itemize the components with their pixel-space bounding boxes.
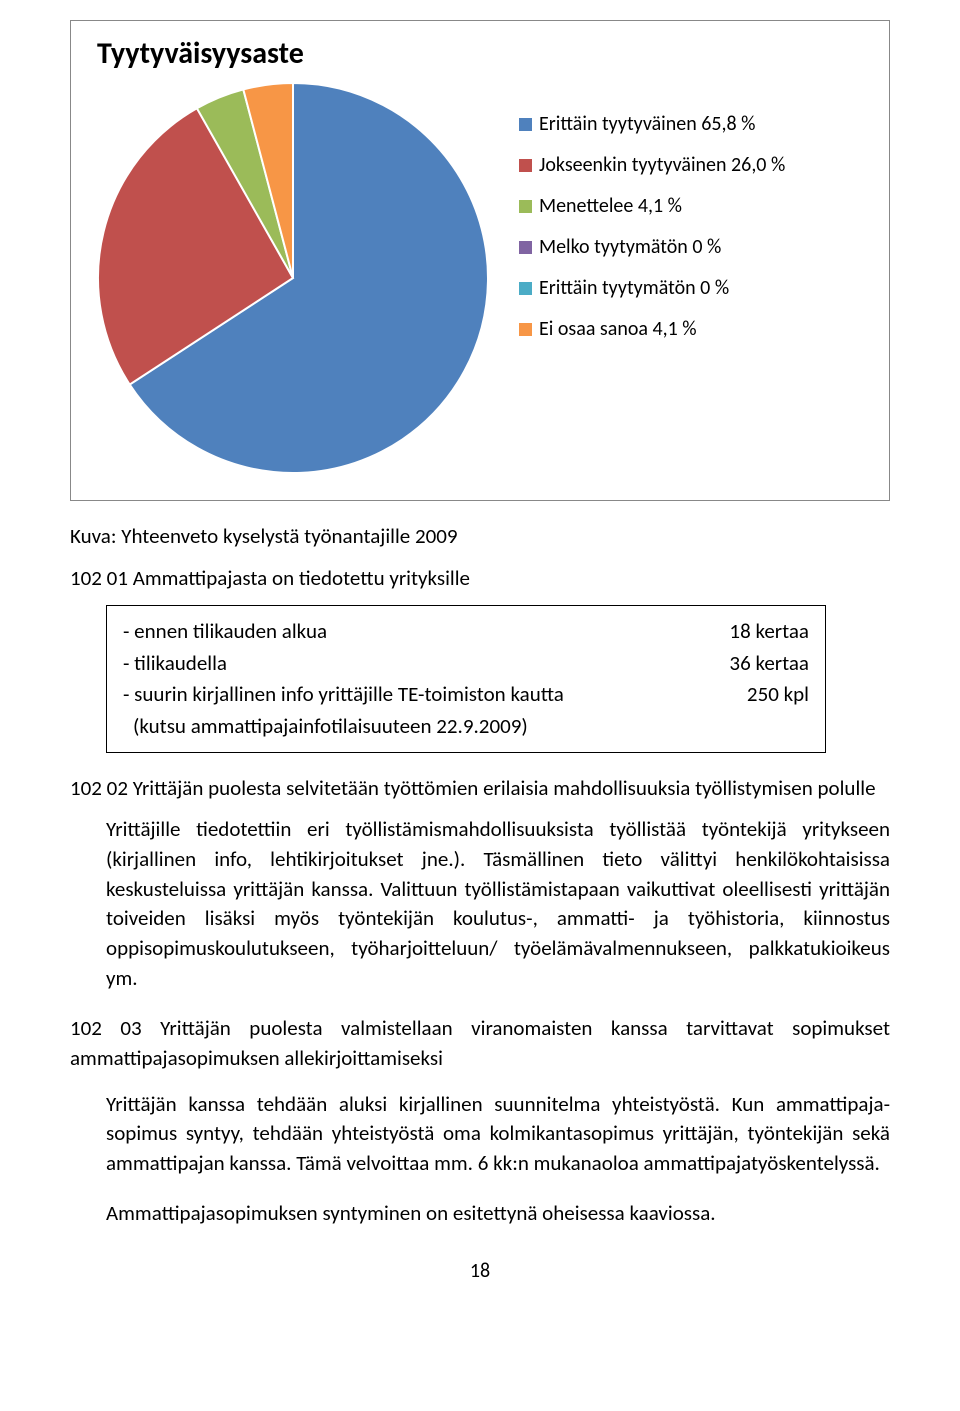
- info-row-right: 18 kertaa: [639, 616, 809, 648]
- legend-swatch: [519, 159, 532, 172]
- paragraph-102-03b: Ammattipajasopimuksen syntyminen on esit…: [106, 1199, 890, 1229]
- chart-legend: Erittäin tyytyväinen 65,8 %Jokseenkin ty…: [519, 104, 785, 350]
- legend-item: Ei osaa sanoa 4,1 %: [519, 309, 785, 350]
- legend-swatch: [519, 282, 532, 295]
- info-row-left: - tilikaudella: [123, 648, 639, 680]
- legend-item: Erittäin tyytymätön 0 %: [519, 268, 785, 309]
- info-table-note: (kutsu ammattipajainfotilaisuuteen 22.9.…: [133, 711, 809, 743]
- legend-label: Erittäin tyytymätön 0 %: [539, 268, 729, 309]
- info-table: - ennen tilikauden alkua18 kertaa- tilik…: [106, 605, 826, 753]
- info-row-right: 36 kertaa: [639, 648, 809, 680]
- info-row-left: - ennen tilikauden alkua: [123, 616, 639, 648]
- chart-container: Tyytyväisyysaste Erittäin tyytyväinen 65…: [70, 20, 890, 501]
- legend-item: Jokseenkin tyytyväinen 26,0 %: [519, 145, 785, 186]
- section-heading-102-03: 102 03 Yrittäjän puolesta valmistellaan …: [70, 1014, 890, 1074]
- paragraph-102-02: Yrittäjille tiedotettiin eri työllistämi…: [106, 815, 890, 994]
- legend-swatch: [519, 200, 532, 213]
- paragraph-102-03a: Yrittäjän kanssa tehdään aluksi kirjalli…: [106, 1090, 890, 1179]
- info-table-row: - suurin kirjallinen info yrittäjille TE…: [123, 679, 809, 711]
- info-table-row: - ennen tilikauden alkua18 kertaa: [123, 616, 809, 648]
- legend-label: Menettelee 4,1 %: [539, 186, 682, 227]
- chart-area: Erittäin tyytyväinen 65,8 %Jokseenkin ty…: [93, 78, 867, 478]
- legend-item: Melko tyytymätön 0 %: [519, 227, 785, 268]
- pie-chart: [93, 78, 493, 478]
- section-heading-102-01: 102 01 Ammattipajasta on tiedotettu yrit…: [70, 565, 890, 591]
- page-number: 18: [70, 1259, 890, 1283]
- info-row-left: - suurin kirjallinen info yrittäjille TE…: [123, 679, 639, 711]
- info-row-right: 250 kpl: [639, 679, 809, 711]
- legend-label: Erittäin tyytyväinen 65,8 %: [539, 104, 755, 145]
- figure-caption: Kuva: Yhteenveto kyselystä työnantajille…: [70, 523, 890, 549]
- info-table-row: - tilikaudella36 kertaa: [123, 648, 809, 680]
- section-heading-102-02: 102 02 Yrittäjän puolesta selvitetään ty…: [70, 775, 890, 801]
- chart-title: Tyytyväisyysaste: [97, 35, 867, 72]
- legend-swatch: [519, 323, 532, 336]
- legend-swatch: [519, 241, 532, 254]
- legend-swatch: [519, 118, 532, 131]
- page: Tyytyväisyysaste Erittäin tyytyväinen 65…: [0, 0, 960, 1323]
- legend-label: Melko tyytymätön 0 %: [539, 227, 721, 268]
- legend-item: Menettelee 4,1 %: [519, 186, 785, 227]
- legend-label: Jokseenkin tyytyväinen 26,0 %: [539, 145, 785, 186]
- legend-label: Ei osaa sanoa 4,1 %: [539, 309, 697, 350]
- legend-item: Erittäin tyytyväinen 65,8 %: [519, 104, 785, 145]
